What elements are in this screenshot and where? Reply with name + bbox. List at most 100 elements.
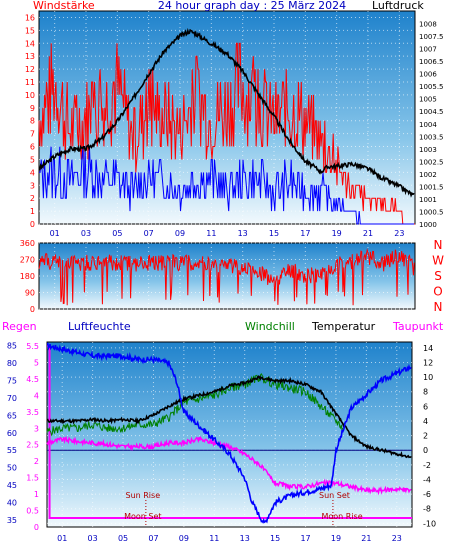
- panel3-x-tick-label: 17: [300, 534, 310, 543]
- panel3-series: [46, 342, 412, 524]
- panel3-humidity-tick-label: 40: [7, 499, 17, 508]
- panel1-y-tick-label: 15: [25, 26, 35, 35]
- panel3-x-tick-label: 23: [392, 534, 402, 543]
- panel1-y-tick-label: 1: [30, 207, 35, 216]
- panel3-regen-tick-label: 4.5: [26, 375, 39, 384]
- panel1-x-tick-label: 03: [81, 229, 91, 238]
- panel1-y2-tick-label: 1006.5: [419, 58, 444, 66]
- panel3-temp-tick-label: 2: [423, 432, 428, 441]
- panel1-y2-tick-label: 1003: [419, 146, 437, 154]
- panel2-compass-label: N: [434, 300, 443, 314]
- panel3-regen-tick-label: 0.5: [26, 507, 39, 516]
- panel2-y-tick-label: 180: [20, 272, 35, 281]
- panel3-x-tick-label: 15: [270, 534, 280, 543]
- panel3-temp-tick-label: -4: [423, 475, 431, 484]
- panel2-compass-label: S: [434, 269, 442, 283]
- panel2-compass-label: W: [432, 254, 444, 268]
- panel1-y2-tick-label: 1004.5: [419, 108, 444, 116]
- panel1-y2-tick-label: 1005.5: [419, 83, 444, 91]
- panel3-humidity-tick-label: 65: [7, 411, 17, 420]
- panel3-regen-tick-label: 5.5: [26, 342, 39, 351]
- panel3-grid: [47, 342, 412, 527]
- panel1-x-tick-label: 21: [363, 229, 373, 238]
- panel2-y-tick-label: 360: [20, 239, 35, 248]
- panel1-x-tick-label: 13: [238, 229, 248, 238]
- panel1-y-tick-label: 9: [30, 104, 35, 113]
- panel3-temp-tick-label: 14: [423, 344, 433, 353]
- panel3-temp-tick-label: -6: [423, 490, 431, 499]
- panel1-y2-tick-label: 1000.5: [419, 208, 444, 216]
- panel3-temp-tick-label: -2: [423, 461, 431, 470]
- gust-line: [38, 42, 415, 225]
- panel1-series: [38, 27, 415, 225]
- panel1-ticks: 01 03 05 07 09 11 13 15 17 19 21 230123456789101112…: [25, 13, 444, 238]
- temperature-line: [46, 375, 412, 459]
- panel3-temp-tick-label: 10: [423, 373, 433, 382]
- panel2-compass-label: O: [433, 285, 442, 299]
- wind-line: [39, 146, 415, 225]
- panel3-background: [46, 341, 413, 528]
- panel3-humidity-tick-label: 35: [7, 516, 17, 525]
- humidity-line: [47, 342, 412, 524]
- panel3-x-tick-label: 11: [209, 534, 219, 543]
- panel1-y2-tick-label: 1007.5: [419, 33, 444, 41]
- panel1-x-tick-label: 23: [394, 229, 404, 238]
- panel3-annotations: Sun Rise Moon Set Sun Set Moon Rise: [124, 491, 363, 527]
- panel1-x-tick-label: 09: [175, 229, 185, 238]
- annotation-moon-set: Moon Set: [124, 512, 161, 521]
- panel1-y-tick-label: 16: [25, 13, 35, 22]
- panel1-y-tick-label: 12: [25, 65, 35, 74]
- panel3-x-tick-label: 07: [148, 534, 158, 543]
- panel3-regen-tick-label: 4: [34, 391, 39, 400]
- panel1-y-tick-label: 4: [30, 168, 35, 177]
- annotation-sun-set: Sun Set: [319, 491, 350, 500]
- panel1-y-tick-label: 13: [25, 52, 35, 61]
- label-taupunkt: Taupunkt: [392, 320, 444, 333]
- panel2-compass-label: N: [434, 238, 443, 252]
- panel1-x-tick-label: 15: [269, 229, 279, 238]
- panel1-y-tick-label: 14: [25, 39, 35, 48]
- panel1-y2-tick-label: 1005: [419, 96, 437, 104]
- windchill-line: [46, 373, 344, 437]
- panel3-x-tick-label: 19: [331, 534, 341, 543]
- panel3-humidity-tick-label: 55: [7, 446, 17, 455]
- panel1-y2-tick-label: 1004: [419, 121, 437, 129]
- panel3-temp-tick-label: 4: [423, 417, 428, 426]
- panel3-x-tick-label: 03: [88, 534, 98, 543]
- panel1-y-tick-label: 5: [30, 155, 35, 164]
- panel3-x-tick-label: 21: [361, 534, 371, 543]
- panel3-humidity-tick-label: 80: [7, 359, 17, 368]
- panel3-humidity-tick-label: 60: [7, 429, 17, 438]
- dewpoint-line: [46, 435, 412, 496]
- panel2-y-tick-label: 0: [30, 305, 35, 314]
- panel3-temp-tick-label: -10: [423, 519, 436, 528]
- panel1-y2-tick-label: 1007: [419, 46, 437, 54]
- panel3-humidity-tick-label: 50: [7, 464, 17, 473]
- panel1-y-tick-label: 11: [25, 78, 35, 87]
- panel3-x-tick-label: 13: [240, 534, 250, 543]
- panel1-y2-tick-label: 1001: [419, 196, 437, 204]
- direction-line: [38, 248, 415, 306]
- label-regen: Regen: [2, 320, 37, 333]
- panel1-y-tick-label: 0: [30, 220, 35, 229]
- panel1-title: 24 hour graph day : 25 März 2024: [158, 0, 346, 12]
- panel3-x-tick-label: 09: [179, 534, 189, 543]
- panel3-humidity-tick-label: 70: [7, 394, 17, 403]
- panel1-y-tick-label: 6: [30, 143, 35, 152]
- panel1-x-tick-label: 19: [332, 229, 342, 238]
- panel2-series: [38, 248, 415, 306]
- label-windchill: Windchill: [245, 320, 295, 333]
- panel3-regen-tick-label: 0: [34, 523, 39, 532]
- panel1-ylabel: Windstärke: [33, 0, 95, 12]
- pressure-line: [38, 27, 415, 198]
- label-luftfeuchte: Luftfeuchte: [68, 320, 131, 333]
- panel1-x-tick-label: 01: [50, 229, 60, 238]
- panel3-regen-tick-label: 3.5: [26, 408, 39, 417]
- panel1-x-tick-label: 07: [144, 229, 154, 238]
- panel1-y-tick-label: 10: [25, 91, 35, 100]
- panel3-temp-tick-label: 12: [423, 358, 433, 367]
- panel1-y2-tick-label: 1002.5: [419, 158, 444, 166]
- panel1-y2-tick-label: 1006: [419, 71, 437, 79]
- panel1-y2-tick-label: 1008: [419, 21, 437, 29]
